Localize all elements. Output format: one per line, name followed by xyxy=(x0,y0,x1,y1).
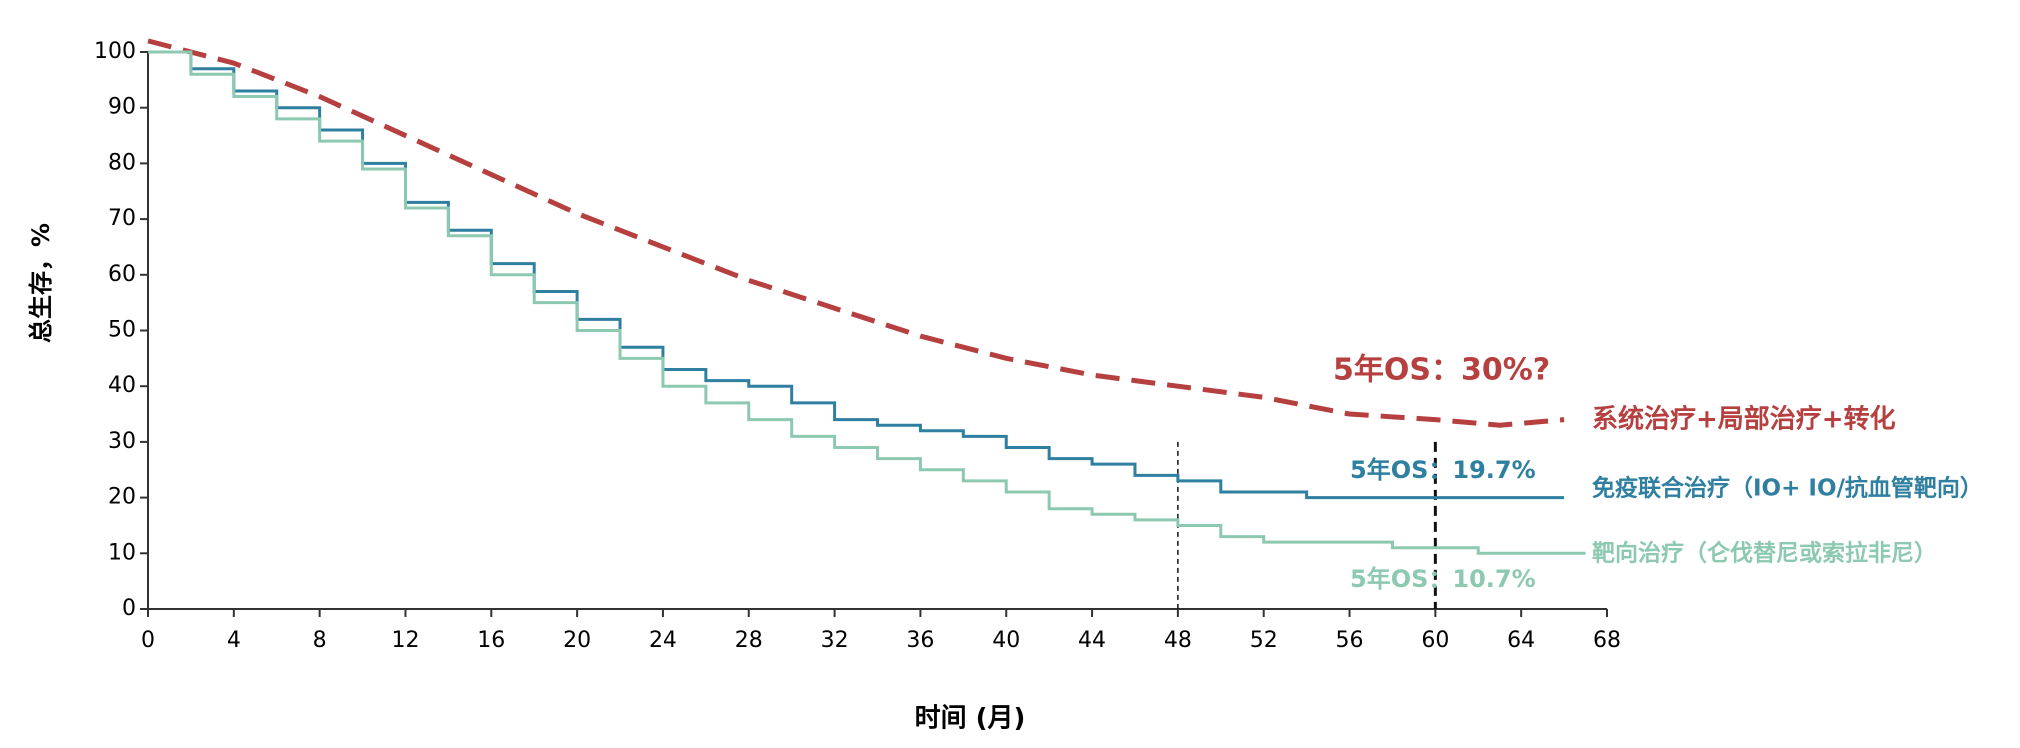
x-axis-label: 时间 (月) xyxy=(915,704,1026,734)
survival-curve xyxy=(148,50,1565,500)
survival-curve xyxy=(148,50,1586,555)
survival-curve xyxy=(147,38,1565,428)
y-tick-label: 20 xyxy=(108,485,136,510)
x-tick-label: 12 xyxy=(391,628,419,653)
y-tick-label: 30 xyxy=(108,429,136,454)
y-tick-label: 0 xyxy=(122,596,136,621)
x-tick-label: 60 xyxy=(1421,628,1449,653)
x-tick-label: 52 xyxy=(1250,628,1278,653)
legend-label: 系统治疗+局部治疗+转化 xyxy=(1592,404,1896,435)
annotation: 5年OS：19.7% xyxy=(1350,456,1536,484)
x-tick-label: 32 xyxy=(821,628,849,653)
x-tick-label: 28 xyxy=(735,628,763,653)
x-tick-label: 0 xyxy=(141,628,155,653)
annotation: 5年OS：30%? xyxy=(1333,353,1550,388)
y-tick-label: 40 xyxy=(108,373,136,398)
x-tick-label: 64 xyxy=(1507,628,1535,653)
y-tick-label: 70 xyxy=(108,206,136,231)
x-tick-label: 16 xyxy=(477,628,505,653)
legend-label: 靶向治疗（仑伐替尼或索拉非尼） xyxy=(1592,540,1937,567)
y-tick-label: 10 xyxy=(108,540,136,565)
y-tick-label: 80 xyxy=(108,150,136,175)
x-tick-label: 44 xyxy=(1078,628,1106,653)
y-tick-label: 60 xyxy=(108,262,136,287)
x-tick-label: 36 xyxy=(906,628,934,653)
x-tick-label: 40 xyxy=(992,628,1020,653)
x-tick-label: 8 xyxy=(313,628,327,653)
x-tick-label: 4 xyxy=(227,628,241,653)
x-tick-label: 20 xyxy=(563,628,591,653)
y-tick-label: 50 xyxy=(108,318,136,343)
legend-label: 免疫联合治疗（IO+ IO/抗血管靶向） xyxy=(1592,475,1983,502)
y-axis-label: 总生存，% xyxy=(27,223,55,343)
x-tick-label: 48 xyxy=(1164,628,1192,653)
y-tick-label: 100 xyxy=(94,39,136,64)
x-tick-label: 56 xyxy=(1336,628,1364,653)
x-tick-label: 68 xyxy=(1593,628,1621,653)
x-tick-label: 24 xyxy=(649,628,677,653)
y-tick-label: 90 xyxy=(108,95,136,120)
annotation: 5年OS：10.7% xyxy=(1350,565,1536,593)
